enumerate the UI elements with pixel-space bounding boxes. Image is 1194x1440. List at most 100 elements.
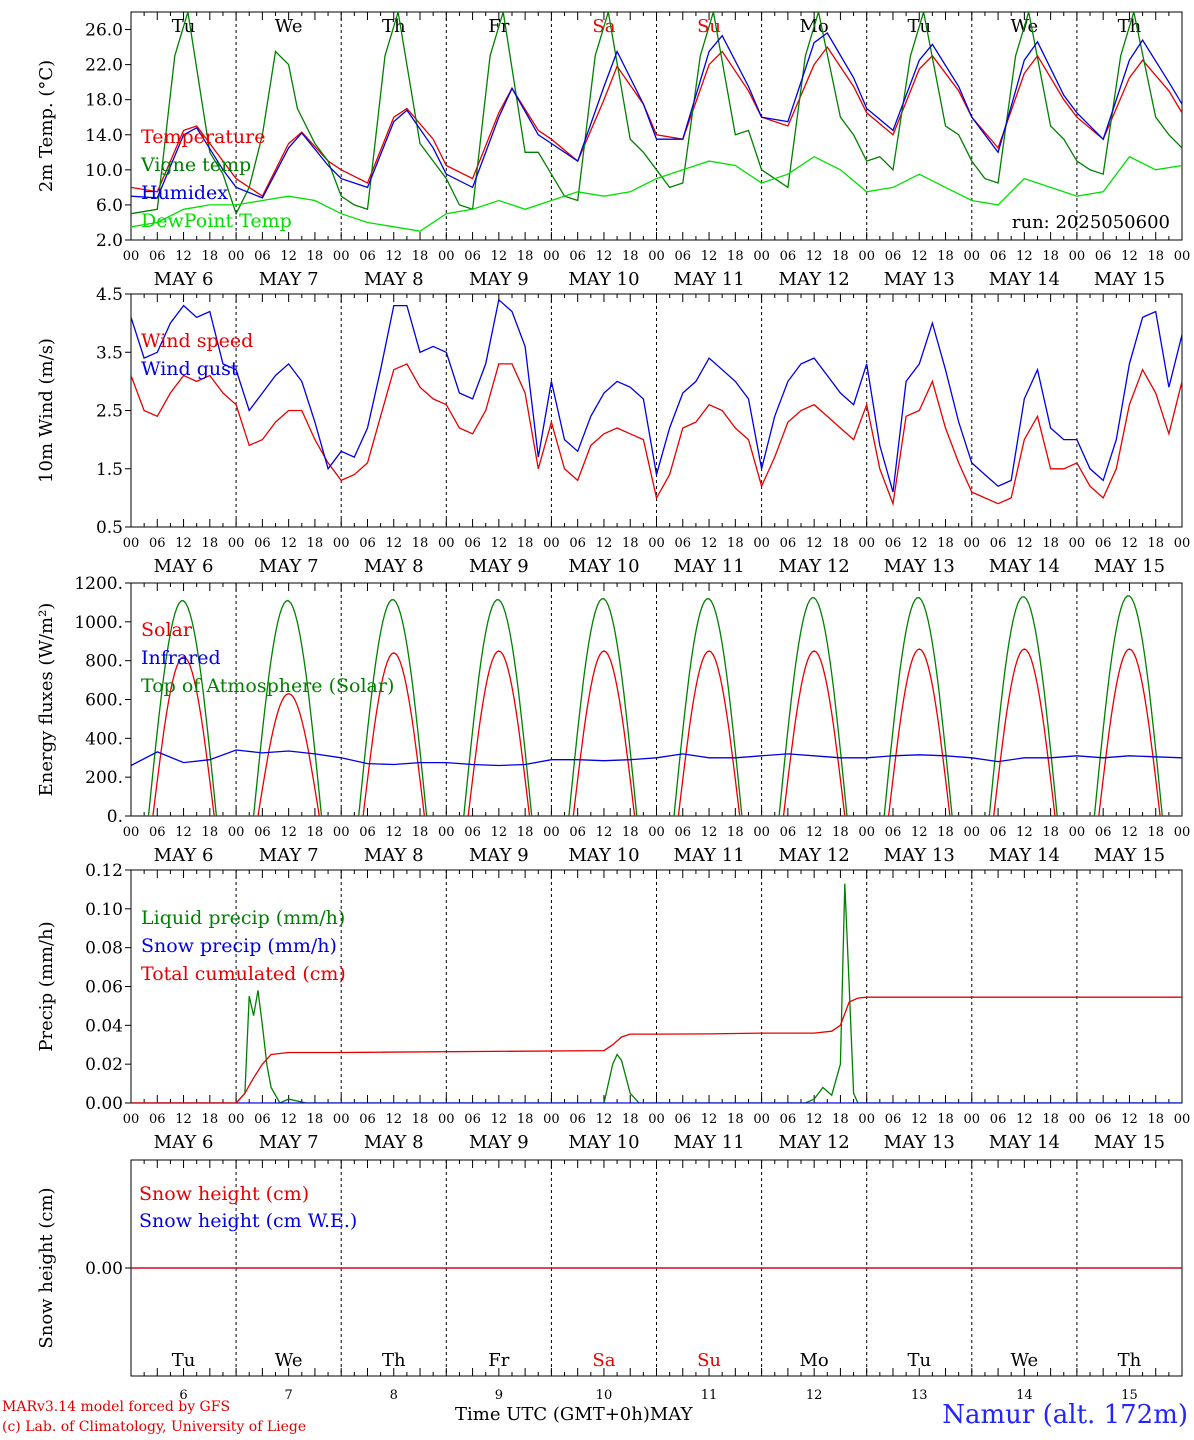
day-number-label: 7 bbox=[285, 1388, 293, 1403]
hour-tick-label: 06 bbox=[780, 536, 797, 551]
hour-tick-label: 12 bbox=[385, 825, 402, 840]
date-label: MAY 9 bbox=[469, 556, 529, 577]
day-number-label: 13 bbox=[911, 1388, 928, 1403]
y-tick-label: 2.0 bbox=[96, 231, 123, 251]
date-label: MAY 12 bbox=[779, 556, 850, 577]
hour-tick-label: 18 bbox=[517, 536, 534, 551]
hour-tick-label: 18 bbox=[202, 825, 219, 840]
date-label: MAY 15 bbox=[1094, 269, 1165, 290]
model-credit: MARv3.14 model forced by GFS bbox=[2, 1399, 231, 1415]
date-label: MAY 9 bbox=[469, 1132, 529, 1153]
hour-tick-label: 12 bbox=[1121, 825, 1138, 840]
hour-tick-label: 18 bbox=[1042, 825, 1059, 840]
hour-tick-label: 00 bbox=[1069, 1112, 1086, 1127]
hour-tick-label: 12 bbox=[491, 536, 508, 551]
hour-tick-label: 06 bbox=[1095, 1112, 1112, 1127]
hour-tick-label: 00 bbox=[964, 1112, 981, 1127]
hour-tick-label: 06 bbox=[1095, 249, 1112, 264]
date-label: MAY 12 bbox=[779, 845, 850, 866]
hour-tick-label: 12 bbox=[280, 1112, 297, 1127]
hour-tick-label: 00 bbox=[438, 1112, 455, 1127]
hour-tick-label: 18 bbox=[622, 249, 639, 264]
hour-tick-label: 12 bbox=[911, 825, 928, 840]
hour-tick-label: 00 bbox=[123, 536, 140, 551]
y-tick-label: 1200. bbox=[74, 574, 123, 594]
hour-tick-label: 00 bbox=[543, 536, 560, 551]
hour-tick-label: 18 bbox=[307, 249, 324, 264]
hour-tick-label: 12 bbox=[701, 536, 718, 551]
hour-tick-label: 12 bbox=[280, 536, 297, 551]
hour-tick-label: 18 bbox=[1147, 1112, 1164, 1127]
date-label: MAY 10 bbox=[568, 845, 639, 866]
date-label: MAY 7 bbox=[259, 269, 319, 290]
y-tick-label: 0.06 bbox=[85, 978, 123, 998]
hour-tick-label: 18 bbox=[202, 536, 219, 551]
hour-tick-label: 06 bbox=[359, 536, 376, 551]
x-axis-label: Time UTC (GMT+0h)MAY bbox=[455, 1404, 692, 1425]
y-tick-label: 1.5 bbox=[96, 460, 123, 480]
date-label: MAY 14 bbox=[989, 1132, 1060, 1153]
hour-tick-label: 18 bbox=[622, 825, 639, 840]
date-label: MAY 13 bbox=[884, 1132, 955, 1153]
series-group bbox=[131, 298, 1182, 507]
hour-tick-label: 06 bbox=[254, 825, 271, 840]
hour-tick-label: 18 bbox=[1147, 825, 1164, 840]
hour-tick-label: 12 bbox=[701, 249, 718, 264]
hour-tick-label: 06 bbox=[990, 249, 1007, 264]
series-line-temperature bbox=[131, 45, 1182, 198]
date-label: MAY 11 bbox=[673, 556, 744, 577]
weekday-label: Th bbox=[1118, 1350, 1142, 1371]
hour-tick-label: 06 bbox=[254, 1112, 271, 1127]
hour-tick-label: 12 bbox=[280, 249, 297, 264]
hour-tick-label: 12 bbox=[1016, 249, 1033, 264]
y-tick-label: 3.5 bbox=[96, 343, 123, 363]
hour-tick-label: 18 bbox=[412, 249, 429, 264]
series-line-wind-speed bbox=[131, 363, 1182, 507]
legend-entry: Vigne temp bbox=[140, 154, 251, 176]
series-group bbox=[131, 595, 1182, 816]
date-label: MAY 6 bbox=[154, 1132, 214, 1153]
hour-tick-label: 18 bbox=[832, 1112, 849, 1127]
hour-tick-label: 12 bbox=[911, 249, 928, 264]
series-group bbox=[131, 883, 1182, 1103]
hour-tick-label: 06 bbox=[359, 825, 376, 840]
panel-wind: 0.5 1.5 2.5 3.5 4.5 10m Wind (m/s) 00 06 12 18 00 0… bbox=[36, 285, 1190, 577]
hour-tick-label: 18 bbox=[727, 249, 744, 264]
hour-tick-label: 00 bbox=[333, 825, 350, 840]
legend-entry: DewPoint Temp bbox=[141, 210, 292, 232]
hour-tick-label: 12 bbox=[806, 1112, 823, 1127]
hour-tick-label: 12 bbox=[596, 536, 613, 551]
legend-entry: Temperature bbox=[141, 126, 265, 148]
series-line-vigne-temp bbox=[131, 12, 1182, 216]
weekday-label: Tu bbox=[172, 1350, 196, 1371]
y-tick-label: 0.5 bbox=[96, 518, 123, 538]
date-label: MAY 13 bbox=[884, 845, 955, 866]
date-label: MAY 7 bbox=[259, 845, 319, 866]
hour-tick-label: 12 bbox=[806, 249, 823, 264]
series-line-top-of-atmosphere-solar- bbox=[131, 595, 1182, 816]
hour-tick-label: 00 bbox=[753, 249, 770, 264]
hour-tick-label: 18 bbox=[832, 249, 849, 264]
hour-tick-label: 12 bbox=[701, 825, 718, 840]
date-label: MAY 11 bbox=[673, 269, 744, 290]
weekday-label: Sa bbox=[592, 1350, 615, 1371]
hour-tick-label: 12 bbox=[806, 536, 823, 551]
hour-tick-label: 00 bbox=[648, 536, 665, 551]
panel-energy: 0. 200. 400. 600. 800. 1000. 1200. Energy fluxe… bbox=[36, 574, 1190, 866]
y-tick-label: 14.0 bbox=[85, 126, 123, 146]
date-label: MAY 11 bbox=[673, 1132, 744, 1153]
weekday-label: Tu bbox=[907, 1350, 931, 1371]
date-label: MAY 8 bbox=[364, 845, 424, 866]
hour-tick-label: 00 bbox=[753, 536, 770, 551]
hour-tick-label: 06 bbox=[149, 825, 166, 840]
series-line-liquid-precip-mm-h- bbox=[131, 883, 1182, 1103]
weekday-label: Mo bbox=[800, 1350, 829, 1371]
hour-tick-label: 06 bbox=[359, 1112, 376, 1127]
hour-tick-label: 06 bbox=[569, 1112, 586, 1127]
hour-tick-label: 18 bbox=[1042, 1112, 1059, 1127]
hour-tick-label: 06 bbox=[149, 1112, 166, 1127]
lab-credit: (c) Lab. of Climatology, University of L… bbox=[2, 1419, 307, 1435]
date-label: MAY 10 bbox=[568, 269, 639, 290]
y-tick-label: 0.10 bbox=[85, 900, 123, 920]
hour-tick-label: 06 bbox=[1095, 825, 1112, 840]
